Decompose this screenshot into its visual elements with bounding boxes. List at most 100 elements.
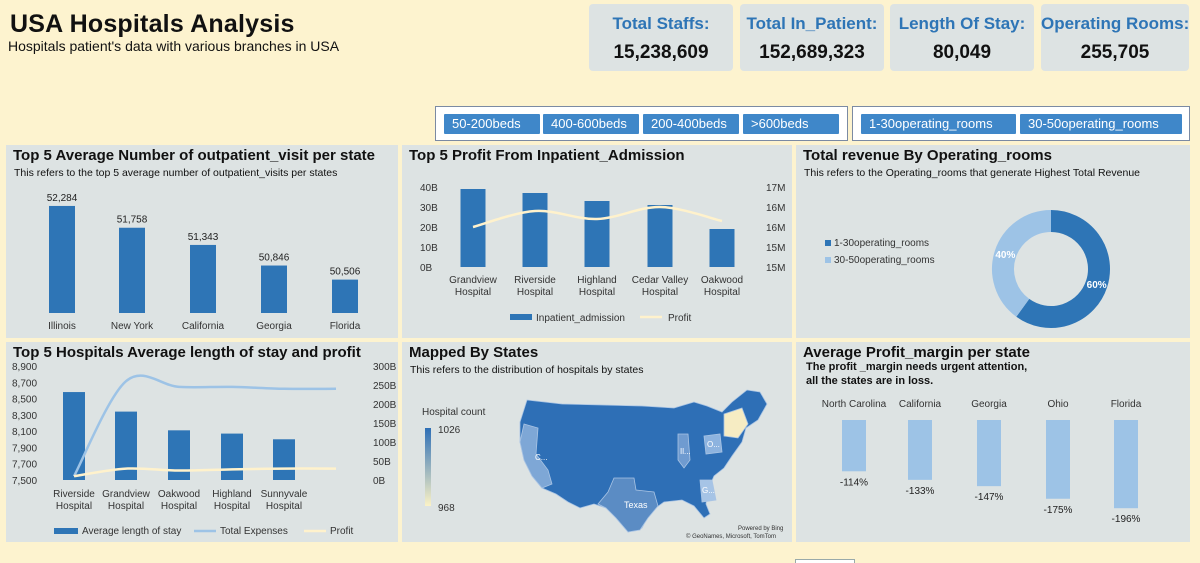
bar-data-label: -133% bbox=[906, 486, 935, 497]
legend-swatch-inpatient bbox=[510, 314, 532, 320]
state-ohio bbox=[703, 433, 723, 455]
panel-description: This refers to the top 5 average number … bbox=[14, 167, 338, 179]
panel-description-line2: all the states are in loss. bbox=[806, 375, 934, 387]
legend-label-stay: Average length of stay bbox=[82, 526, 181, 537]
x-tick-label: California bbox=[899, 399, 942, 410]
x-tick-label: Grandview bbox=[449, 275, 498, 286]
map-credit-bing: Powered by Bing bbox=[738, 526, 783, 532]
kpi-label: Length Of Stay: bbox=[898, 14, 1026, 33]
left-axis-tick: 10B bbox=[420, 243, 438, 254]
state-georgia bbox=[699, 479, 717, 503]
kpi-operating-rooms: Operating Rooms: 255,705 bbox=[1041, 4, 1189, 71]
x-tick-label: New York bbox=[111, 321, 154, 332]
map-legend-max: 1026 bbox=[438, 425, 461, 436]
panel-title: Top 5 Profit From Inpatient_Admission bbox=[409, 147, 685, 164]
x-tick-label: Cedar Valley bbox=[632, 275, 689, 286]
bar-inpatient-admission bbox=[647, 205, 673, 267]
profit-panel: Top 5 Profit From Inpatient_Admission 40… bbox=[402, 145, 792, 338]
x-tick-label: Highland bbox=[212, 489, 251, 500]
slicer-button-50-200beds[interactable]: 50-200beds bbox=[444, 114, 540, 134]
line-profit bbox=[472, 205, 723, 229]
right-axis-tick: 15M bbox=[766, 263, 785, 274]
kpi-value: 152,689,323 bbox=[759, 42, 865, 63]
map-label-california: C... bbox=[535, 453, 547, 462]
slicer-button-400-600beds[interactable]: 400-600beds bbox=[543, 114, 639, 134]
bar-data-label: 51,343 bbox=[188, 232, 219, 243]
kpi-label: Operating Rooms: bbox=[1041, 14, 1190, 33]
map-legend-scale bbox=[425, 428, 431, 506]
bar-inpatient-admission bbox=[460, 189, 486, 267]
right-axis-tick: 16M bbox=[766, 203, 785, 214]
sheet-tab[interactable] bbox=[795, 559, 855, 563]
line-total-expenses bbox=[72, 374, 337, 477]
bar-new-york bbox=[119, 227, 145, 313]
legend-label: 1-30operating_rooms bbox=[834, 238, 929, 249]
kpi-value: 255,705 bbox=[1080, 42, 1150, 63]
legend-label: 30-50operating_rooms bbox=[834, 255, 935, 266]
legend-label-profit: Profit bbox=[668, 313, 692, 324]
bar-georgia bbox=[261, 265, 287, 313]
donut-data-label: 60% bbox=[1087, 280, 1107, 291]
bar-data-label: -175% bbox=[1044, 505, 1073, 516]
left-axis-tick: 8,100 bbox=[12, 427, 37, 438]
slicer-button-1-30-rooms[interactable]: 1-30operating_rooms bbox=[861, 114, 1016, 134]
left-axis-tick: 20B bbox=[420, 223, 438, 234]
x-tick-label: Hospital bbox=[214, 501, 250, 512]
right-axis-tick: 17M bbox=[766, 183, 785, 194]
map-label-texas: Texas bbox=[624, 500, 648, 510]
us-map[interactable]: Hospital count 1026 968 C... Il... O... … bbox=[402, 342, 792, 542]
left-axis-tick: 7,500 bbox=[12, 476, 37, 487]
left-axis-tick: 7,900 bbox=[12, 443, 37, 454]
left-axis-tick: 0B bbox=[420, 263, 433, 274]
x-tick-label: Hospital bbox=[56, 501, 92, 512]
margin-chart: North Carolina -114% California -133% Georgi… bbox=[822, 399, 1142, 525]
bar-data-label: 50,846 bbox=[259, 253, 290, 264]
panel-description: This refers to the Operating_rooms that … bbox=[804, 167, 1140, 179]
x-tick-label: Georgia bbox=[256, 321, 292, 332]
left-axis-tick: 8,700 bbox=[12, 378, 37, 389]
panel-description: This refers to the distribution of hospi… bbox=[410, 364, 644, 376]
x-tick-label: Florida bbox=[330, 321, 361, 332]
x-tick-label: Hospital bbox=[161, 501, 197, 512]
bar-data-label: 52,284 bbox=[47, 193, 78, 204]
bar-california bbox=[190, 244, 216, 313]
bar-profit-margin bbox=[842, 420, 866, 472]
rooms-slicer: 1-30operating_rooms 30-50operating_rooms bbox=[852, 106, 1190, 141]
kpi-label: Total In_Patient: bbox=[746, 14, 878, 33]
revenue-chart: 60% 1-30operating_rooms 40% 30-50operating_… bbox=[825, 210, 1110, 328]
legend-label-expenses: Total Expenses bbox=[220, 526, 288, 537]
map-panel: Mapped By States This refers to the dist… bbox=[402, 342, 792, 542]
outpatient-chart: 52,284 Illinois 51,758 New York 51,343 Califo… bbox=[47, 193, 361, 332]
donut-slice-1-30operating_rooms bbox=[1016, 210, 1110, 328]
bar-profit-margin bbox=[977, 420, 1001, 487]
left-axis-tick: 7,700 bbox=[12, 460, 37, 471]
left-axis-tick: 30B bbox=[420, 203, 438, 214]
bar-profit-margin bbox=[1046, 420, 1070, 499]
bar-inpatient-admission bbox=[584, 201, 610, 267]
bar-profit-margin bbox=[1114, 420, 1138, 509]
left-axis-tick: 40B bbox=[420, 183, 438, 194]
slicer-button-30-50-rooms[interactable]: 30-50operating_rooms bbox=[1020, 114, 1182, 134]
x-tick-label: Hospital bbox=[266, 501, 302, 512]
beds-slicer: 50-200beds 400-600beds 200-400beds >600b… bbox=[435, 106, 848, 141]
margin-panel: Average Profit_margin per state The prof… bbox=[796, 342, 1190, 542]
state-texas bbox=[597, 477, 659, 533]
legend-swatch bbox=[825, 240, 831, 246]
state-california bbox=[519, 423, 553, 489]
map-label-georgia: G... bbox=[702, 486, 715, 495]
x-tick-label: Hospital bbox=[455, 287, 491, 298]
x-tick-label: Oakwood bbox=[158, 489, 200, 500]
donut-slice-30-50operating_rooms bbox=[992, 210, 1052, 317]
right-axis-tick: 250B bbox=[373, 381, 397, 392]
line-profit bbox=[73, 467, 337, 478]
bar-data-label: -196% bbox=[1112, 514, 1141, 525]
slicer-button-600plus-beds[interactable]: >600beds bbox=[743, 114, 839, 134]
bar-average-length-of-stay bbox=[115, 411, 137, 480]
slicer-button-200-400beds[interactable]: 200-400beds bbox=[643, 114, 739, 134]
x-tick-label: Ohio bbox=[1047, 399, 1069, 410]
map-label-illinois: Il... bbox=[680, 447, 691, 456]
kpi-label: Total Staffs: bbox=[612, 14, 710, 33]
bar-data-label: -147% bbox=[975, 492, 1004, 503]
bar-inpatient-admission bbox=[709, 229, 735, 267]
x-tick-label: Hospital bbox=[108, 501, 144, 512]
